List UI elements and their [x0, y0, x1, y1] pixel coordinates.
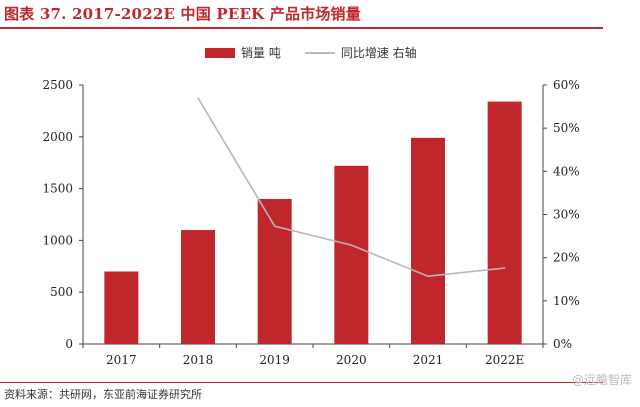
chart-title: 图表 37. 2017-2022E 中国 PEEK 产品市场销量: [4, 5, 361, 23]
growth-point-2019: [273, 225, 276, 227]
right-tick-label: 0%: [553, 337, 572, 351]
right-tick-label: 20%: [553, 251, 580, 265]
x-tick-label: 2020: [336, 353, 367, 367]
left-tick-label: 500: [50, 285, 73, 299]
x-tick-label: 2019: [259, 353, 290, 367]
right-tick-label: 40%: [553, 164, 580, 178]
bar-sales-2020: [334, 165, 369, 344]
right-tick-label: 60%: [553, 78, 580, 92]
legend-bar-label: 销量 吨: [241, 46, 281, 60]
x-tick-label: 2021: [413, 353, 444, 367]
left-tick-label: 1000: [42, 233, 73, 247]
right-tick-label: 10%: [553, 294, 580, 308]
growth-point-2018: [197, 97, 199, 99]
x-tick-label: 2022E: [485, 353, 524, 367]
right-tick-label: 50%: [553, 121, 580, 135]
legend-line-swatch: [304, 51, 335, 54]
footer-divider: [0, 382, 603, 383]
right-tick-label: 30%: [553, 208, 580, 222]
source-note: 资料来源：共研网，东亚前海证券研究所: [4, 388, 202, 401]
left-tick-label: 1500: [42, 182, 73, 196]
growth-point-2022E: [503, 267, 506, 269]
x-tick-label: 2018: [183, 353, 214, 367]
watermark-text: @远瞻智库: [571, 373, 632, 387]
left-tick-label: 2000: [42, 130, 73, 144]
bar-sales-2019: [257, 198, 292, 344]
chart-legend: 销量 吨 同比增速 右轴: [205, 44, 417, 61]
bar-sales-2021: [411, 137, 445, 344]
growth-point-2020: [350, 244, 353, 246]
bar-sales-2018: [181, 230, 215, 344]
x-tick-label: 2017: [106, 353, 137, 367]
left-tick-label: 2500: [42, 78, 73, 92]
legend-line-label: 同比增速 右轴: [340, 46, 417, 60]
bar-sales-2022E: [487, 101, 522, 345]
title-divider: [0, 27, 603, 29]
bar-sales-2017: [104, 271, 139, 344]
legend-bar-swatch: [205, 47, 235, 58]
left-tick-label: 0: [65, 337, 73, 351]
growth-point-2021: [427, 275, 429, 278]
